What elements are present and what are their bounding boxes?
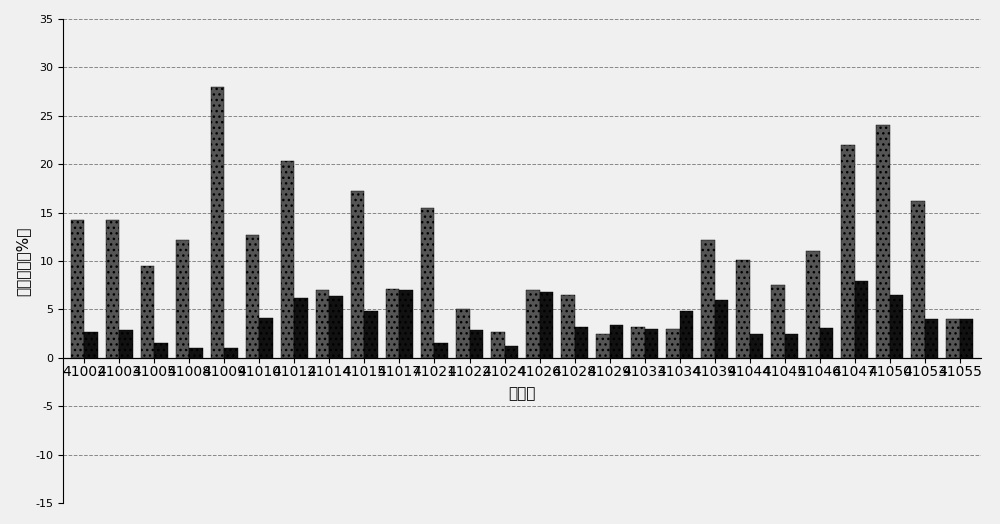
X-axis label: 测点号: 测点号 bbox=[508, 386, 536, 401]
Bar bbox=[434, 343, 448, 358]
Bar bbox=[736, 260, 750, 358]
Bar bbox=[771, 285, 785, 358]
Bar bbox=[176, 239, 189, 358]
Bar bbox=[715, 300, 728, 358]
Bar bbox=[701, 239, 715, 358]
Bar bbox=[259, 318, 273, 358]
Bar bbox=[946, 319, 960, 358]
Bar bbox=[596, 334, 610, 358]
Bar bbox=[351, 191, 364, 358]
Bar bbox=[631, 327, 645, 358]
Bar bbox=[224, 348, 238, 358]
Bar bbox=[806, 252, 820, 358]
Bar bbox=[526, 290, 540, 358]
Bar bbox=[364, 311, 378, 358]
Bar bbox=[890, 295, 903, 358]
Bar bbox=[119, 330, 133, 358]
Bar bbox=[750, 334, 763, 358]
Bar bbox=[820, 328, 833, 358]
Bar bbox=[575, 327, 588, 358]
Bar bbox=[470, 330, 483, 358]
Bar bbox=[154, 343, 168, 358]
Bar bbox=[189, 348, 203, 358]
Bar bbox=[855, 281, 868, 358]
Bar bbox=[71, 221, 84, 358]
Bar bbox=[505, 346, 518, 358]
Bar bbox=[540, 292, 553, 358]
Bar bbox=[141, 266, 154, 358]
Bar bbox=[386, 289, 399, 358]
Bar bbox=[876, 125, 890, 358]
Bar bbox=[841, 145, 855, 358]
Bar bbox=[399, 290, 413, 358]
Bar bbox=[911, 201, 925, 358]
Bar bbox=[316, 290, 329, 358]
Bar bbox=[106, 221, 119, 358]
Bar bbox=[925, 319, 938, 358]
Bar bbox=[84, 332, 98, 358]
Bar bbox=[785, 334, 798, 358]
Bar bbox=[645, 329, 658, 358]
Bar bbox=[211, 87, 224, 358]
Bar bbox=[329, 296, 343, 358]
Bar bbox=[666, 329, 680, 358]
Y-axis label: 相对误差（%）: 相对误差（%） bbox=[15, 226, 30, 296]
Bar bbox=[294, 298, 308, 358]
Bar bbox=[960, 319, 973, 358]
Bar bbox=[610, 325, 623, 358]
Bar bbox=[281, 161, 294, 358]
Bar bbox=[680, 311, 693, 358]
Bar bbox=[456, 309, 470, 358]
Bar bbox=[246, 235, 259, 358]
Bar bbox=[421, 208, 434, 358]
Bar bbox=[491, 332, 505, 358]
Bar bbox=[561, 295, 575, 358]
